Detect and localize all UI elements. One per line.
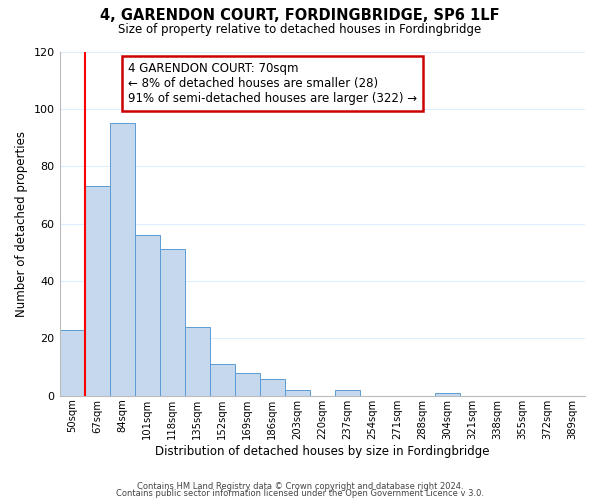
Bar	[435, 393, 460, 396]
Text: Contains public sector information licensed under the Open Government Licence v : Contains public sector information licen…	[116, 489, 484, 498]
Text: 4, GARENDON COURT, FORDINGBRIDGE, SP6 1LF: 4, GARENDON COURT, FORDINGBRIDGE, SP6 1L…	[100, 8, 500, 22]
Bar	[335, 390, 360, 396]
Text: Size of property relative to detached houses in Fordingbridge: Size of property relative to detached ho…	[118, 22, 482, 36]
Bar	[160, 250, 185, 396]
Bar	[185, 327, 209, 396]
Bar	[235, 373, 260, 396]
Bar	[85, 186, 110, 396]
Bar	[134, 235, 160, 396]
X-axis label: Distribution of detached houses by size in Fordingbridge: Distribution of detached houses by size …	[155, 444, 490, 458]
Bar	[110, 123, 134, 396]
Text: 4 GARENDON COURT: 70sqm
← 8% of detached houses are smaller (28)
91% of semi-det: 4 GARENDON COURT: 70sqm ← 8% of detached…	[128, 62, 417, 105]
Bar	[260, 378, 285, 396]
Text: Contains HM Land Registry data © Crown copyright and database right 2024.: Contains HM Land Registry data © Crown c…	[137, 482, 463, 491]
Bar	[209, 364, 235, 396]
Bar	[59, 330, 85, 396]
Y-axis label: Number of detached properties: Number of detached properties	[15, 130, 28, 316]
Bar	[285, 390, 310, 396]
